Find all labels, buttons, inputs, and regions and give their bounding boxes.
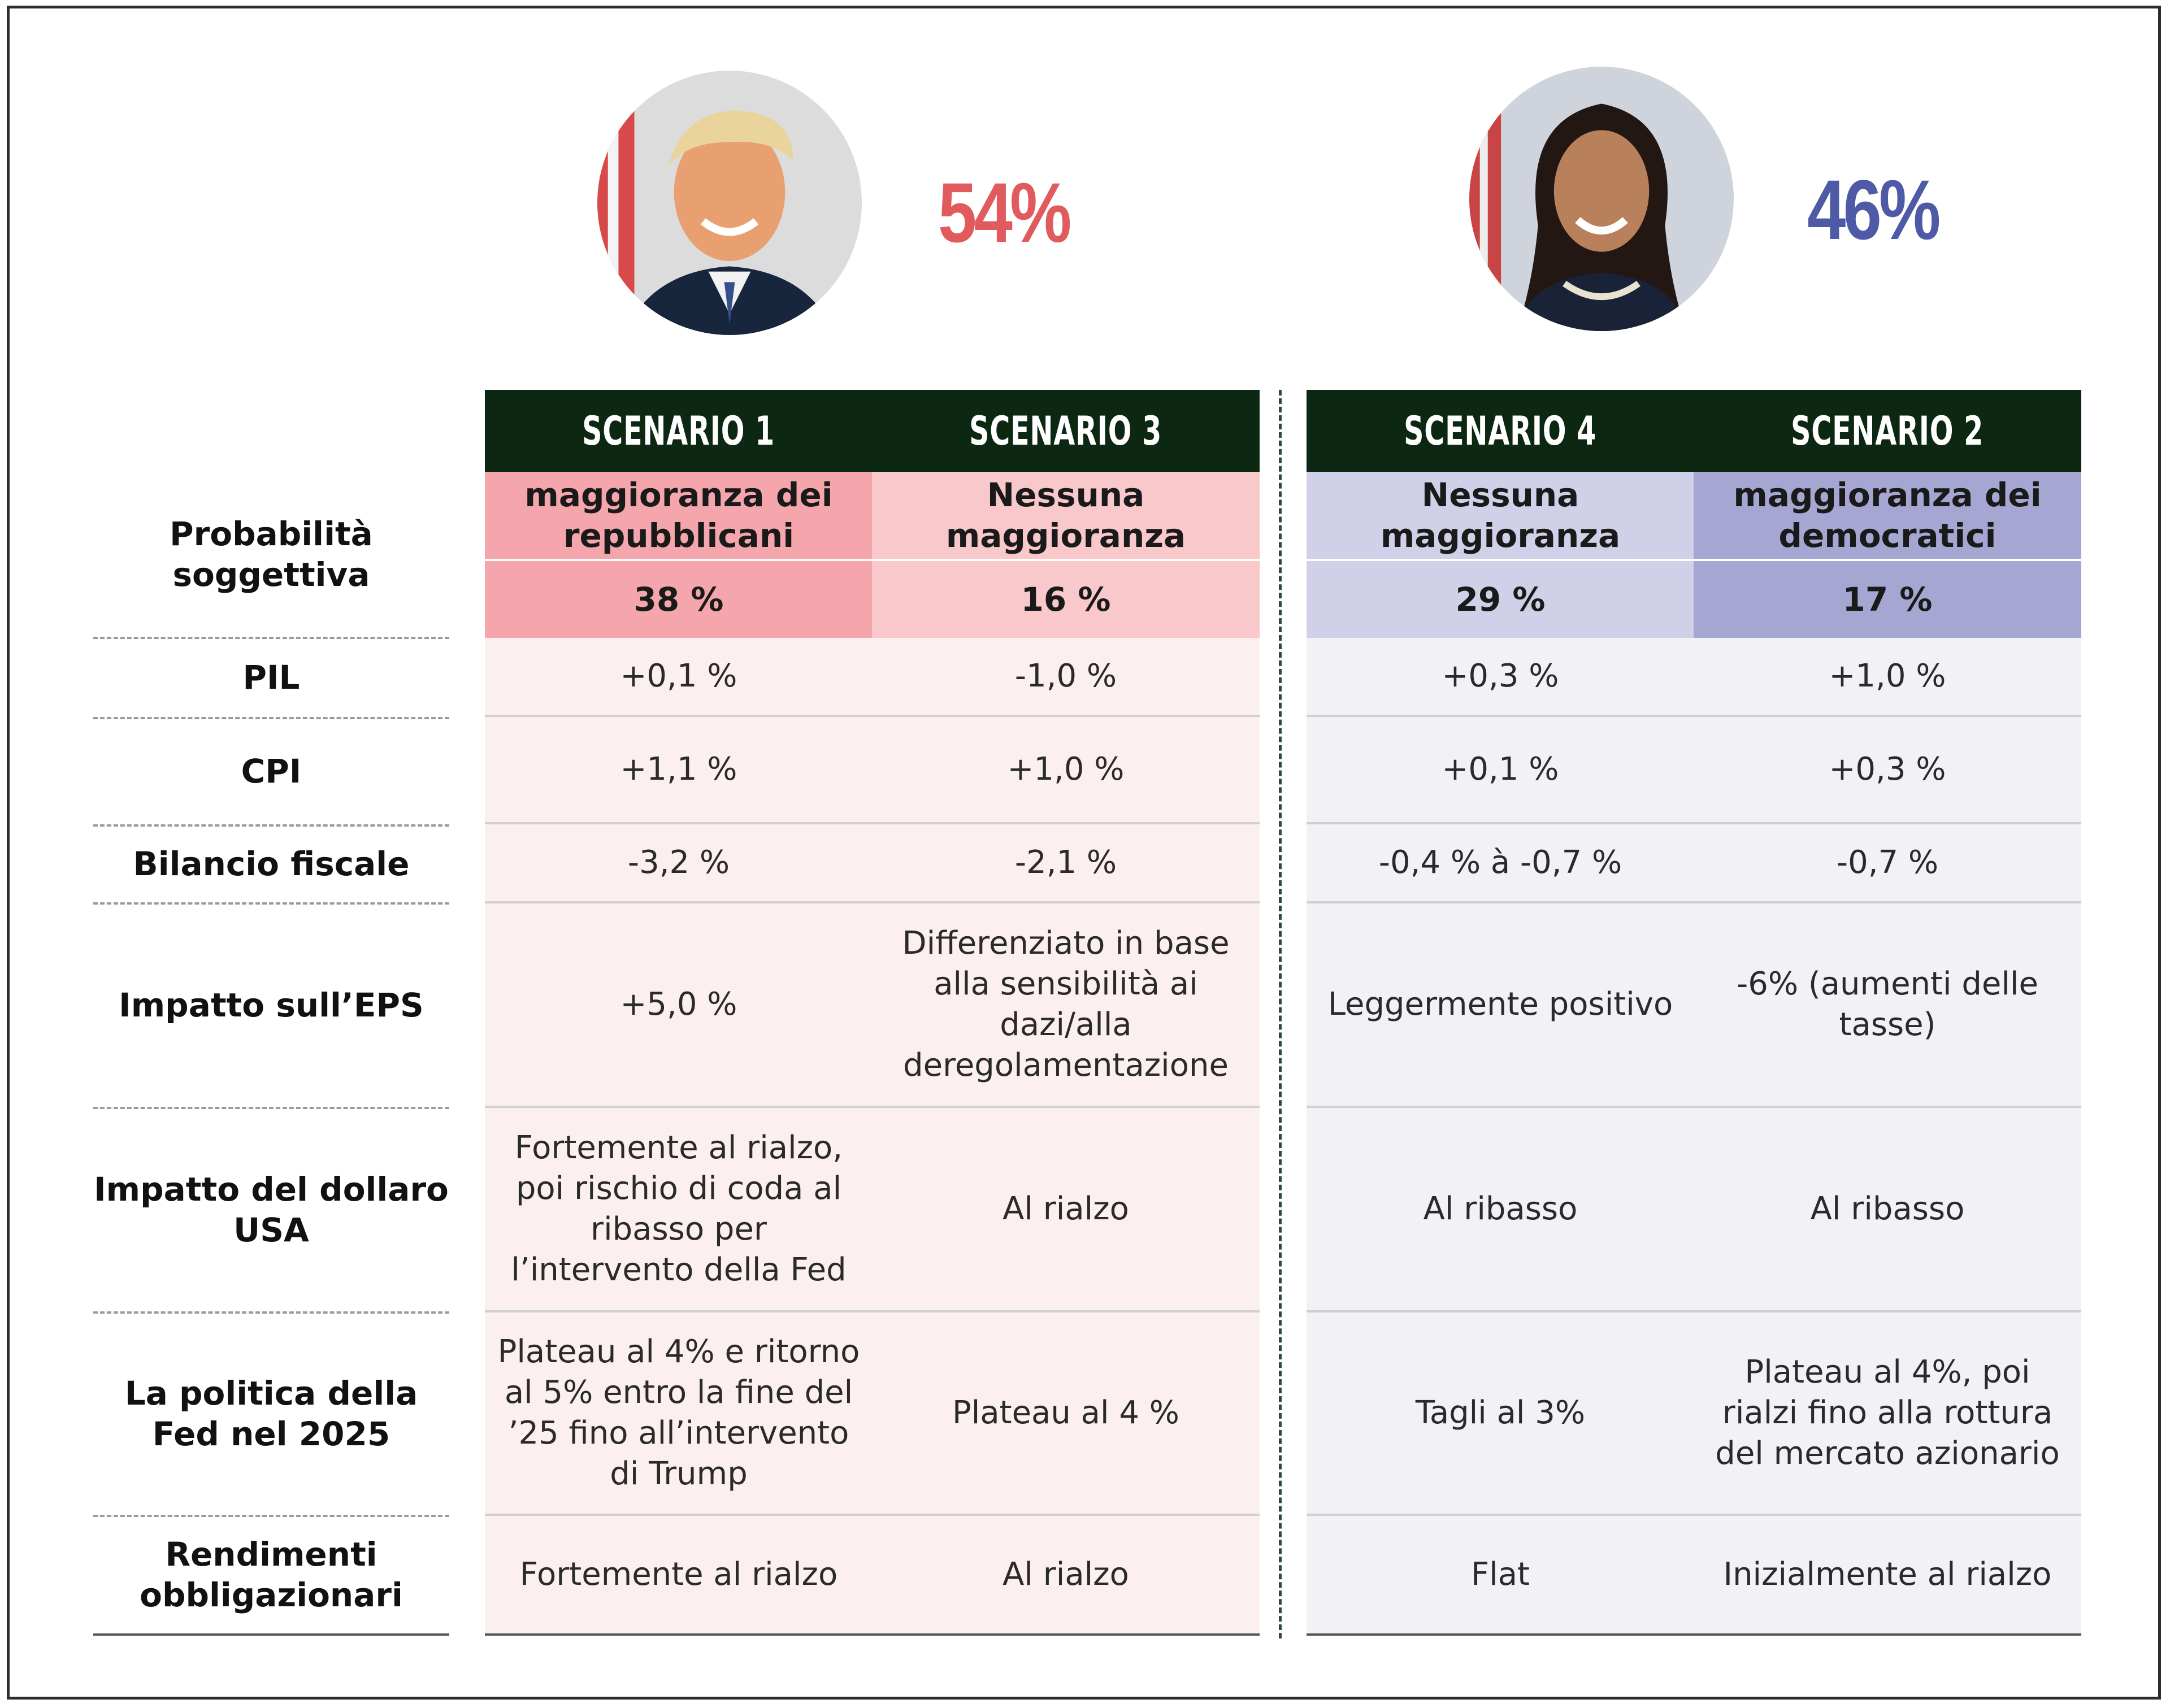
scenario-probability: 16 %: [872, 561, 1260, 638]
republican-candidate-portrait: [597, 71, 862, 335]
row-divider: [93, 717, 449, 719]
scenario-subtitle: maggioranza dei repubblicani: [485, 472, 873, 561]
cell-fed: Plateau al 4 %: [872, 1312, 1260, 1516]
republican-probability: 54%: [938, 165, 1071, 260]
cell-pil: -1,0 %: [872, 638, 1260, 717]
row-divider: [93, 1515, 449, 1517]
cell-fed: Plateau al 4%, poi rialzi fino alla rott…: [1694, 1312, 2081, 1516]
scenario-header: SCENARIO 3: [872, 390, 1260, 472]
cell-cpi: +1,1 %: [485, 717, 873, 824]
row-divider: [93, 902, 449, 905]
cell-eps: Differenziato in base alla sensibilità a…: [872, 903, 1260, 1108]
democratic-candidate-portrait: [1469, 67, 1734, 331]
cell-pil: +0,1 %: [485, 638, 873, 717]
row-divider: [93, 1107, 449, 1109]
democratic-probability: 46%: [1807, 162, 1941, 257]
cell-pil: +0,3 %: [1307, 638, 1694, 717]
party-divider: [1279, 390, 1282, 1639]
cell-eps: -6% (aumenti delle tasse): [1694, 903, 2081, 1108]
scenario-title: SCENARIO 1: [582, 407, 775, 454]
infographic-frame: [7, 6, 2161, 1700]
cell-fiscal: -0,4 % à -0,7 %: [1307, 824, 1694, 903]
cell-fiscal: -0,7 %: [1694, 824, 2081, 903]
row-label-usd: Impatto del dollaro USA: [94, 1170, 449, 1249]
cell-usd: Al ribasso: [1307, 1108, 1694, 1312]
row-label-pil: PIL: [242, 658, 300, 697]
cell-bonds: Inizialmente al rialzo: [1694, 1516, 2081, 1636]
scenario-header: SCENARIO 4: [1307, 390, 1694, 472]
row-label-cpi: CPI: [241, 752, 302, 790]
scenario-subtitle: maggioranza dei democratici: [1694, 472, 2081, 561]
row-divider: [93, 637, 449, 639]
cell-bonds: Al rialzo: [872, 1516, 1260, 1636]
scenario-header: SCENARIO 2: [1694, 390, 2081, 472]
cell-fed: Plateau al 4% e ritorno al 5% entro la f…: [485, 1312, 873, 1516]
cell-usd: Al rialzo: [872, 1108, 1260, 1312]
scenario-subtitle: Nessuna maggioranza: [1307, 472, 1694, 561]
scenario-title: SCENARIO 4: [1404, 407, 1597, 454]
cell-fiscal: -2,1 %: [872, 824, 1260, 903]
scenario-probability: 38 %: [485, 561, 873, 638]
cell-cpi: +0,1 %: [1307, 717, 1694, 824]
row-divider: [93, 1311, 449, 1314]
row-label-probability: Probabilità soggettiva: [170, 515, 373, 594]
cell-fiscal: -3,2 %: [485, 824, 873, 903]
row-label-fed: La politica della Fed nel 2025: [124, 1374, 418, 1453]
scenario-title: SCENARIO 2: [1791, 407, 1984, 454]
cell-eps: +5,0 %: [485, 903, 873, 1108]
cell-bonds: Flat: [1307, 1516, 1694, 1636]
cell-pil: +1,0 %: [1694, 638, 2081, 717]
row-label-fiscal: Bilancio fiscale: [133, 845, 410, 883]
scenario-probability: 17 %: [1694, 561, 2081, 638]
cell-eps: Leggermente positivo: [1307, 903, 1694, 1108]
portrait-icon: [597, 71, 862, 335]
cell-fed: Tagli al 3%: [1307, 1312, 1694, 1516]
cell-bonds: Fortemente al rialzo: [485, 1516, 873, 1636]
scenario-title: SCENARIO 3: [969, 407, 1162, 454]
scenario-subtitle: Nessuna maggioranza: [872, 472, 1260, 561]
cell-cpi: +1,0 %: [872, 717, 1260, 824]
portrait-icon: [1469, 67, 1734, 331]
table-bottom-rule: [93, 1633, 449, 1636]
cell-usd: Fortemente al rialzo, poi rischio di cod…: [485, 1108, 873, 1312]
row-label-eps: Impatto sull’EPS: [119, 986, 424, 1024]
row-label-bonds: Rendimenti obbligazionari: [140, 1535, 403, 1614]
scenario-header: SCENARIO 1: [485, 390, 873, 472]
row-divider: [93, 824, 449, 827]
cell-cpi: +0,3 %: [1694, 717, 2081, 824]
scenario-probability: 29 %: [1307, 561, 1694, 638]
cell-usd: Al ribasso: [1694, 1108, 2081, 1312]
